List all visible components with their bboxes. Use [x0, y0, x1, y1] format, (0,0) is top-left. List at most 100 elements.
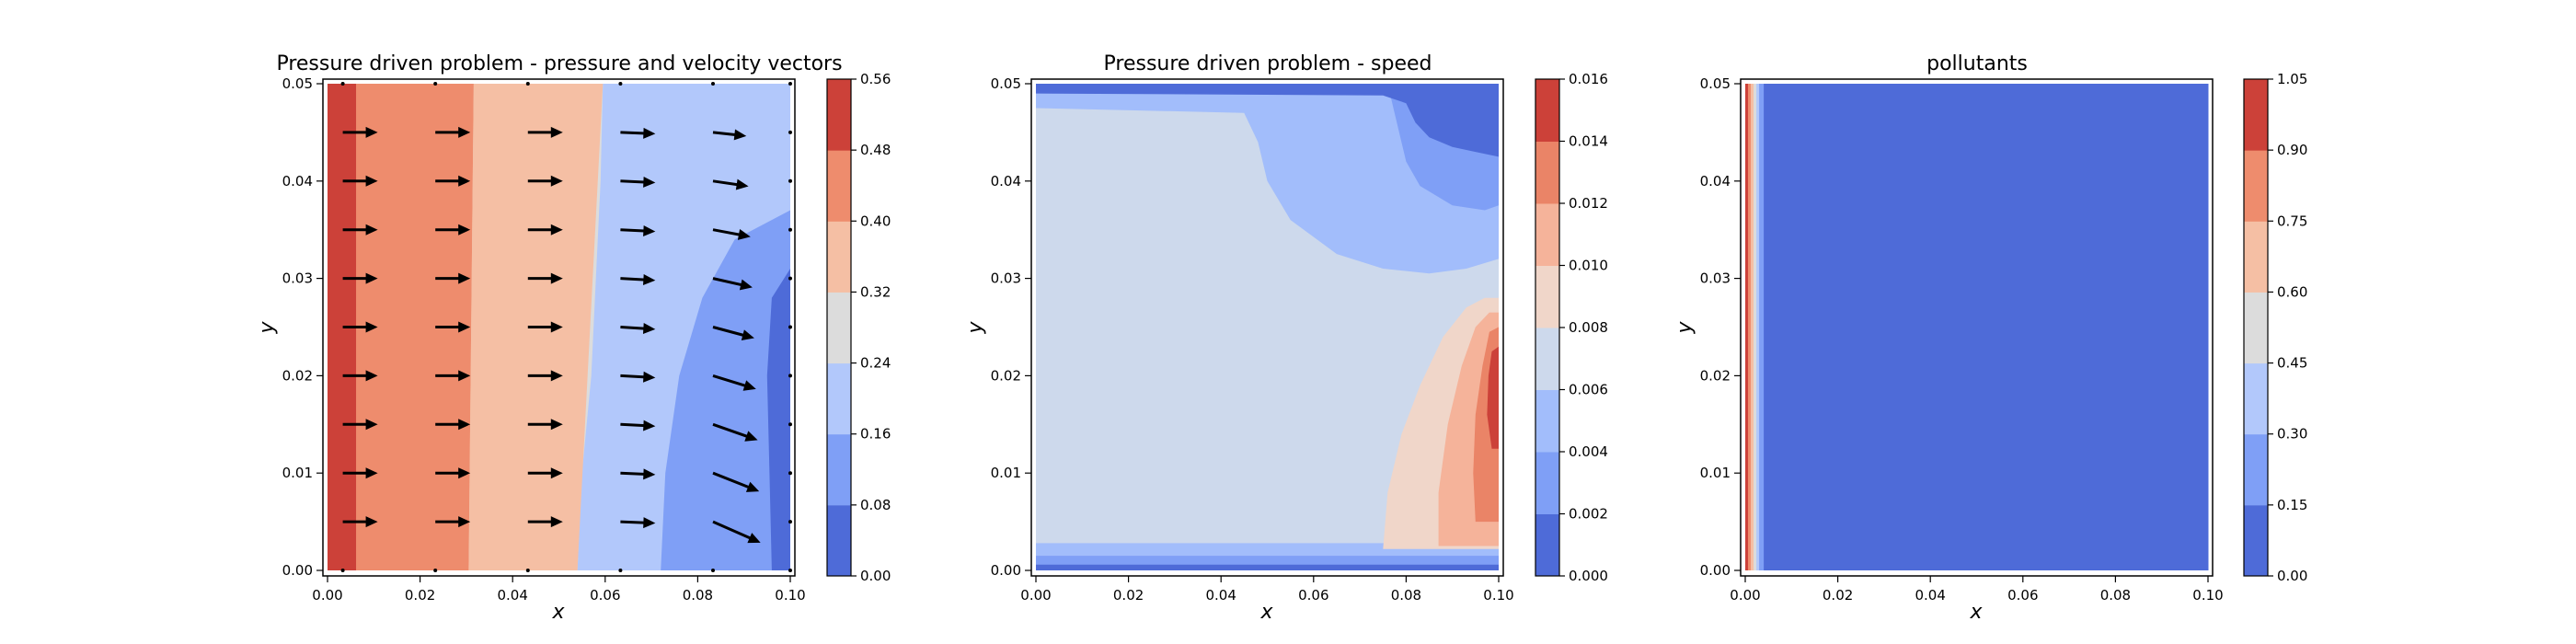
- x-tick-label: 0.06: [1298, 587, 1328, 604]
- pollutants-y-axis-label: y: [1673, 321, 1696, 335]
- colorbar-band: [827, 150, 851, 222]
- velocity-vector-head: [550, 516, 563, 528]
- velocity-vector-head: [458, 272, 471, 284]
- colorbar-tick-label: 0.32: [860, 283, 891, 300]
- velocity-vector-head: [643, 274, 656, 285]
- velocity-vector-head: [458, 370, 471, 382]
- colorbar-tick-label: 0.014: [1569, 133, 1608, 150]
- colorbar-frame: [2243, 78, 2269, 577]
- x-tick-label: 0.08: [683, 587, 713, 604]
- pressure-axes: 0.00 0.02 0.04 0.06 0.08 0.10 0.00 0.01 0.02 0.03…: [282, 75, 806, 604]
- pressure-colorbar: 0.00 0.08 0.16 0.24 0.32 0.40 0.48 0.56: [826, 71, 891, 584]
- pollutant-band-0: [1764, 84, 2209, 570]
- colorbar-tick-label: 0.00: [860, 568, 891, 584]
- velocity-vector-head: [643, 176, 656, 188]
- pollutant-band-2: [1756, 84, 1760, 570]
- colorbar-band: [1535, 79, 1559, 142]
- speed-panel: Pressure driven problem - speed 0.00 0.02…: [964, 52, 1608, 624]
- pressure-plot-frame: [322, 78, 796, 577]
- velocity-vector: [618, 82, 623, 86]
- colorbar-band: [827, 79, 851, 151]
- velocity-vector-head: [458, 126, 471, 138]
- velocity-vector-head: [458, 175, 471, 187]
- pollutants-panel: pollutants 0.00 0.02 0.04 0.06 0.08 0.100.000…: [1673, 52, 2307, 624]
- pressure-band-6: [328, 84, 357, 570]
- y-tick-label: 0.00: [1700, 562, 1731, 579]
- velocity-vector-head: [365, 224, 378, 236]
- x-tick-label: 0.10: [775, 587, 805, 604]
- colorbar-band: [2244, 79, 2268, 151]
- colorbar-tick-label: 0.75: [2277, 213, 2307, 229]
- velocity-vector-head: [737, 229, 751, 240]
- velocity-vector-head: [643, 420, 656, 431]
- velocity-vector-head: [733, 129, 747, 141]
- speed-band-7: [1487, 346, 1499, 449]
- y-tick-label: 0.03: [282, 270, 313, 287]
- velocity-vector: [525, 569, 530, 572]
- velocity-vector-head: [735, 178, 749, 190]
- y-tick-label: 0.01: [991, 465, 1021, 481]
- velocity-vector-head: [458, 224, 471, 236]
- velocity-vector-head: [365, 126, 378, 138]
- colorbar-tick-label: 0.15: [2277, 497, 2307, 513]
- colorbar-band: [827, 504, 851, 577]
- colorbar-band: [1535, 141, 1559, 204]
- y-tick-label: 0.05: [282, 75, 313, 92]
- colorbar-band: [1535, 328, 1559, 390]
- colorbar-tick-label: 0.016: [1569, 71, 1608, 87]
- velocity-vector-head: [550, 224, 563, 236]
- colorbar-tick-label: 0.004: [1569, 443, 1608, 460]
- x-tick-label: 0.00: [312, 587, 342, 604]
- pollutants-plot-frame: [1740, 78, 2214, 577]
- y-tick-label: 0.03: [1700, 270, 1731, 287]
- x-tick-label: 0.02: [1113, 587, 1144, 604]
- pollutants-plot-title: pollutants: [1926, 52, 2028, 75]
- pollutants-contour-fill: [1745, 84, 2209, 570]
- colorbar-tick-label: 0.60: [2277, 283, 2307, 300]
- pollutants-x-axis-label: x: [1969, 601, 1983, 624]
- y-tick-label: 0.02: [991, 367, 1021, 384]
- colorbar-band: [1535, 452, 1559, 514]
- velocity-vector: [788, 422, 792, 427]
- x-tick-label: 0.08: [1391, 587, 1421, 604]
- x-tick-label: 0.04: [1915, 587, 1945, 604]
- velocity-vector-head: [365, 272, 378, 284]
- speed-contour-fill: [1036, 84, 1499, 570]
- colorbar-band: [2244, 292, 2268, 364]
- colorbar-band: [827, 362, 851, 435]
- velocity-vector-head: [741, 329, 754, 340]
- y-tick-label: 0.04: [1700, 173, 1731, 190]
- velocity-vector-head: [365, 467, 378, 479]
- speed-colorbar: 0.000 0.002 0.004 0.006 0.008 0.010 0.012 0.014…: [1535, 71, 1608, 584]
- velocity-vector-head: [365, 419, 378, 431]
- y-tick-label: 0.01: [282, 465, 313, 481]
- x-tick-label: 0.02: [1823, 587, 1853, 604]
- colorbar-band: [827, 433, 851, 506]
- velocity-vector: [433, 569, 438, 572]
- velocity-vector: [525, 82, 530, 86]
- speed-x-axis-label: x: [1259, 601, 1273, 624]
- velocity-vector: [788, 471, 792, 476]
- colorbar-band: [2244, 150, 2268, 222]
- velocity-vector-head: [643, 127, 656, 139]
- y-tick-label: 0.00: [282, 562, 313, 579]
- velocity-vector-head: [365, 321, 378, 333]
- velocity-vector: [788, 520, 792, 524]
- velocity-vector-head: [550, 419, 563, 431]
- x-tick-label: 0.04: [1205, 587, 1236, 604]
- colorbar-band: [2244, 504, 2268, 577]
- pollutant-band-1: [1759, 84, 1765, 570]
- x-tick-label: 0.02: [405, 587, 435, 604]
- x-tick-label: 0.08: [2100, 587, 2131, 604]
- colorbar-tick-label: 0.45: [2277, 355, 2307, 372]
- colorbar-band: [2244, 362, 2268, 435]
- velocity-vector-head: [550, 175, 563, 187]
- speed-band-0-bottom: [1036, 564, 1499, 570]
- velocity-vector-head: [458, 321, 471, 333]
- colorbar-tick-label: 0.48: [860, 142, 891, 158]
- velocity-vector: [788, 82, 792, 86]
- y-tick-label: 0.05: [991, 75, 1021, 92]
- pollutant-band-6: [1745, 84, 1749, 570]
- velocity-vector: [788, 130, 792, 134]
